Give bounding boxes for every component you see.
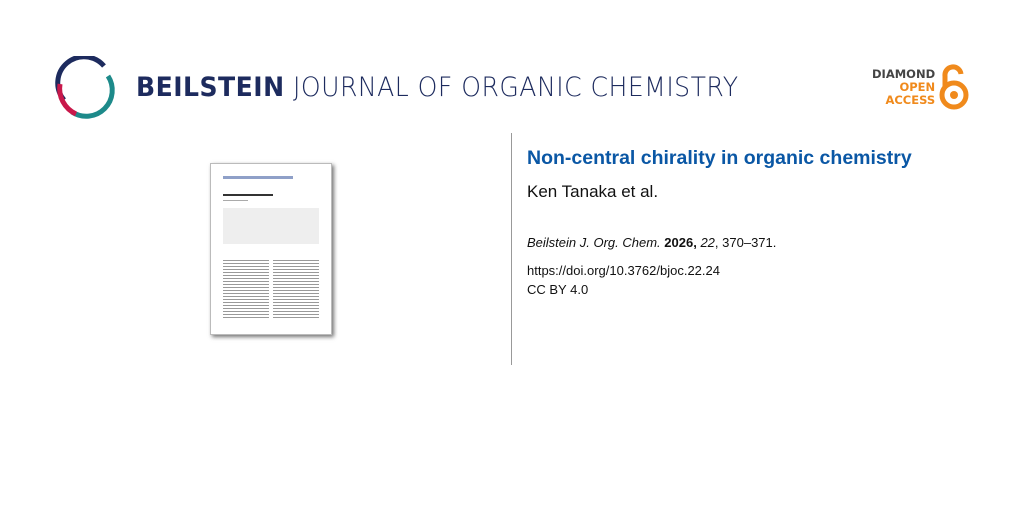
- journal-logo-icon: [55, 56, 115, 119]
- divider: [511, 133, 512, 365]
- journal-name: JOURNAL OF ORGANIC CHEMISTRY: [293, 72, 739, 103]
- citation-volume: 22: [700, 235, 715, 250]
- citation-year: 2026,: [664, 235, 697, 250]
- doi-link[interactable]: https://doi.org/10.3762/bjoc.22.24: [527, 263, 720, 278]
- journal-brand: BEILSTEIN: [136, 72, 285, 103]
- badge-line1: DIAMOND: [872, 67, 936, 81]
- open-access-lock-icon: [939, 64, 969, 110]
- citation-journal: Beilstein J. Org. Chem.: [527, 235, 661, 250]
- article-thumbnail[interactable]: [210, 163, 332, 335]
- journal-title: BEILSTEIN JOURNAL OF ORGANIC CHEMISTRY: [136, 72, 739, 103]
- article-authors: Ken Tanaka et al.: [527, 182, 659, 201]
- badge-line2: OPEN: [899, 80, 936, 94]
- license: CC BY 4.0: [527, 282, 589, 297]
- citation-pages: , 370–371.: [714, 235, 777, 250]
- citation: Beilstein J. Org. Chem. 2026, 22, 370–37…: [527, 235, 776, 250]
- article-title[interactable]: Non-central chirality in organic chemist…: [527, 147, 912, 169]
- badge-line3: ACCESS: [885, 93, 936, 107]
- diamond-open-access-badge: DIAMOND OPEN ACCESS: [872, 68, 935, 107]
